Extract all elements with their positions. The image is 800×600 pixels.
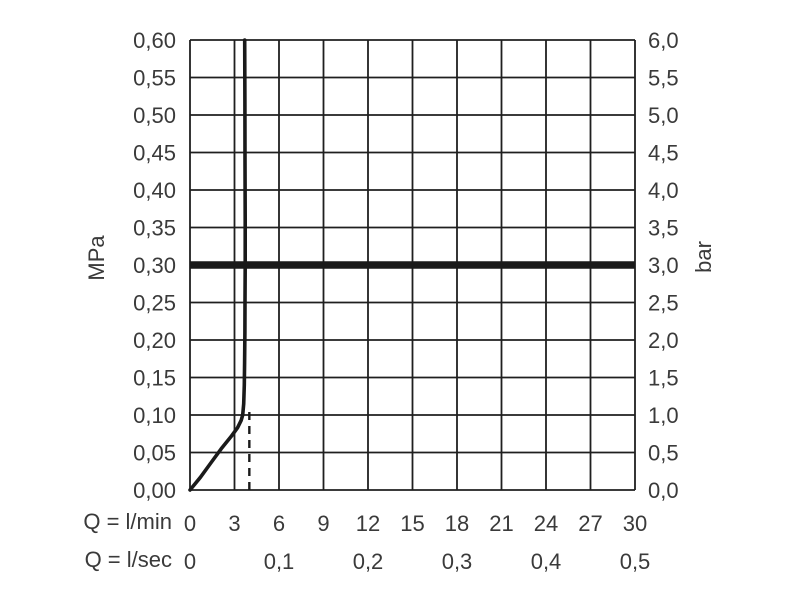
tick-label: 0,4	[531, 549, 562, 574]
tick-label: 0,1	[264, 549, 295, 574]
tick-label: 3,0	[648, 253, 679, 278]
tick-label: 9	[317, 511, 329, 536]
tick-label: 2,0	[648, 328, 679, 353]
tick-label: 0,30	[133, 253, 176, 278]
y-axis-label-bar: bar	[691, 241, 716, 273]
tick-label: 0,15	[133, 366, 176, 391]
y-axis-label-mpa: MPa	[84, 235, 109, 281]
tick-label: 0,10	[133, 403, 176, 428]
tick-label: 21	[489, 511, 513, 536]
x-axis-ticks-lsec: 0 0,1 0,2 0,3 0,4 0,5	[184, 549, 650, 574]
tick-label: 0,55	[133, 66, 176, 91]
tick-label: 1,5	[648, 366, 679, 391]
x-axis-ticks-lmin: 0 3 6 9 12 15 18 21 24 27 30	[184, 511, 647, 536]
tick-label: 0,3	[442, 549, 473, 574]
tick-label: 24	[534, 511, 558, 536]
y-axis-ticks-mpa: 0,00 0,05 0,10 0,15 0,20 0,25 0,30 0,35 0,40 0,45…	[133, 28, 176, 503]
tick-label: 4,5	[648, 141, 679, 166]
tick-label: 1,0	[648, 403, 679, 428]
tick-label: 0,5	[648, 441, 679, 466]
tick-label: 0,35	[133, 216, 176, 241]
tick-label: 0,00	[133, 478, 176, 503]
tick-label: 0,05	[133, 441, 176, 466]
tick-label: 0,25	[133, 291, 176, 316]
tick-label: 0,50	[133, 103, 176, 128]
tick-label: 0,0	[648, 478, 679, 503]
tick-label: 0,45	[133, 141, 176, 166]
tick-label: 27	[578, 511, 602, 536]
tick-label: 18	[445, 511, 469, 536]
tick-label: 3	[228, 511, 240, 536]
tick-label: 0,5	[620, 549, 651, 574]
tick-label: 5,5	[648, 66, 679, 91]
tick-label: 5,0	[648, 103, 679, 128]
x-axis-label-lsec: Q = l/sec	[84, 547, 172, 572]
tick-label: 0	[184, 549, 196, 574]
tick-label: 0	[184, 511, 196, 536]
tick-label: 0,2	[353, 549, 384, 574]
tick-label: 15	[400, 511, 424, 536]
tick-label: 12	[356, 511, 380, 536]
tick-label: 0,20	[133, 328, 176, 353]
tick-label: 0,60	[133, 28, 176, 53]
tick-label: 30	[623, 511, 647, 536]
tick-label: 3,5	[648, 216, 679, 241]
tick-label: 6	[273, 511, 285, 536]
x-axis-label-lmin: Q = l/min	[83, 509, 172, 534]
tick-label: 4,0	[648, 178, 679, 203]
y-axis-ticks-bar: 0,0 0,5 1,0 1,5 2,0 2,5 3,0 3,5 4,0 4,5 5,0 5,5 6,0	[648, 28, 679, 503]
tick-label: 0,40	[133, 178, 176, 203]
tick-label: 6,0	[648, 28, 679, 53]
flow-curve	[188, 38, 247, 492]
tick-label: 2,5	[648, 291, 679, 316]
